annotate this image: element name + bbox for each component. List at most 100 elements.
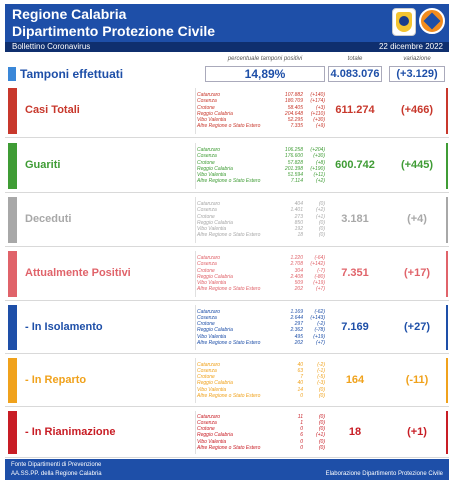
province-row: Reggio Calabria 6 (+1) [197,432,325,438]
province-delta: (+30) [313,153,325,160]
province-row: Crotone 297 (-2) [197,321,325,327]
province-value: 202 [294,339,303,346]
province-value: 304 [294,267,303,274]
bulletin-title: Bollettino Coronavirus [12,42,91,51]
province-delta: (-2) [317,321,325,328]
section-total: 3.181 [341,213,369,225]
province-delta: (+1) [315,213,325,220]
province-name: Vibo Valentia [197,280,227,287]
section-total: 7.351 [341,267,369,279]
province-name: Cosenza [197,98,217,105]
province-delta: (+143) [310,314,325,321]
province-delta: (+190) [310,165,325,172]
section-label: - In Isolamento [25,320,103,333]
tamponi-percent: 14,89% [205,66,325,82]
province-name: Vibo Valentia [197,438,227,445]
province-value: 297 [294,321,303,328]
province-delta: (+204) [310,147,325,153]
province-name: Catanzaro [197,255,221,261]
column-divider [195,88,196,134]
total-column-header: totale [347,56,363,62]
province-row: Vibo Valentia 14 (0) [197,387,325,393]
province-row: Crotone 58.405 (+3) [197,105,325,111]
province-row: Catanzaro 404 (0) [197,201,325,207]
province-row: Crotone 0 (0) [197,426,325,432]
province-delta: (+110) [310,110,325,117]
province-row: Altre Regione o Stato Estero 7.335 (+9) [197,123,325,129]
section-edge-bar [446,305,448,350]
province-row: Altre Regione o Stato Estero 0 (0) [197,445,325,451]
province-delta: (0) [318,232,325,239]
province-list: Catanzaro 106.258 (+204) Cosenza 176.600 (+30… [197,147,325,185]
province-name: Catanzaro [197,147,221,153]
province-value: 18 [297,232,303,239]
section-total: 611.274 [335,104,375,116]
section-color-bar [8,251,17,297]
province-value: 509 [294,280,303,287]
province-row: Reggio Calabria 850 (0) [197,220,325,226]
section-2: Deceduti Catanzaro 404 (0) Cosenza 1.401 (+2) C… [5,193,449,247]
province-name: Altre Regione o Stato Estero [197,339,261,346]
province-value: 0 [300,444,303,451]
province-delta: (-7) [317,267,325,274]
province-row: Altre Regione o Stato Estero 202 (+7) [197,286,325,292]
section-total: 600.742 [335,159,375,171]
province-value: 2.408 [290,273,303,280]
province-row: Reggio Calabria 204.648 (+110) [197,111,325,117]
section-3: Attualmente Positivi Catanzaro 1.220 (-64) C… [5,247,449,301]
footer-banner: Fonte Dipartimenti di Prevenzione AA.SS.… [5,459,449,480]
header-banner: Regione Calabria Dipartimento Protezione… [5,4,449,47]
province-value: 273 [294,213,303,220]
province-name: Reggio Calabria [197,327,233,334]
province-row: Altre Regione o Stato Estero 18 (0) [197,232,325,238]
section-variation: (+4) [407,213,427,225]
province-value: 7.335 [290,123,303,130]
province-list: Catanzaro 1.220 (-64) Cosenza 2.708 (+142) Cro… [197,255,325,293]
province-delta: (+30) [313,117,325,124]
province-value: 1.220 [290,255,303,261]
province-row: Catanzaro 11 (0) [197,414,325,420]
province-delta: (+8) [315,159,325,166]
variation-column-header: variazione [403,56,431,62]
column-divider [195,305,196,350]
province-value: 6 [300,432,303,439]
province-value: 850 [294,219,303,226]
province-delta: (+2) [315,178,325,185]
column-divider [195,197,196,243]
province-row: Altre Regione o Stato Estero 202 (+7) [197,340,325,346]
province-name: Catanzaro [197,201,221,207]
province-name: Catanzaro [197,361,221,368]
province-row: Cosenza 180.709 (+174) [197,98,325,104]
province-value: 1.401 [290,207,303,214]
province-delta: (0) [318,438,325,445]
section-color-bar [8,358,17,403]
province-delta: (0) [318,444,325,451]
section-0: Casi Totali Catanzaro 107.882 (+140) Cosenza… [5,84,449,138]
province-name: Reggio Calabria [197,380,233,387]
province-name: Altre Regione o Stato Estero [197,123,261,130]
percent-column-header: percentuale tamponi positivi [227,56,303,62]
province-row: Crotone 7 (-5) [197,374,325,380]
section-label: - In Reparto [25,373,87,386]
province-delta: (-78) [314,327,325,334]
province-name: Cosenza [197,314,217,321]
section-color-bar [8,197,17,243]
province-name: Altre Regione o Stato Estero [197,444,261,451]
province-delta: (-80) [314,273,325,280]
province-row: Vibo Valentia 51.594 (+11) [197,172,325,178]
province-name: Reggio Calabria [197,165,233,172]
province-delta: (-3) [317,380,325,387]
province-name: Catanzaro [197,413,221,420]
section-label: - In Rianimazione [25,425,116,438]
province-delta: (-62) [314,308,325,315]
province-delta: (-2) [317,361,325,368]
regione-calabria-crest-icon [392,8,416,36]
section-variation: (-11) [405,373,429,386]
province-delta: (+11) [313,172,325,179]
province-name: Cosenza [197,207,217,214]
section-label: Deceduti [25,213,72,225]
province-row: Cosenza 176.600 (+30) [197,153,325,159]
province-delta: (+9) [315,123,325,130]
province-name: Vibo Valentia [197,117,227,124]
province-value: 0 [300,426,303,433]
